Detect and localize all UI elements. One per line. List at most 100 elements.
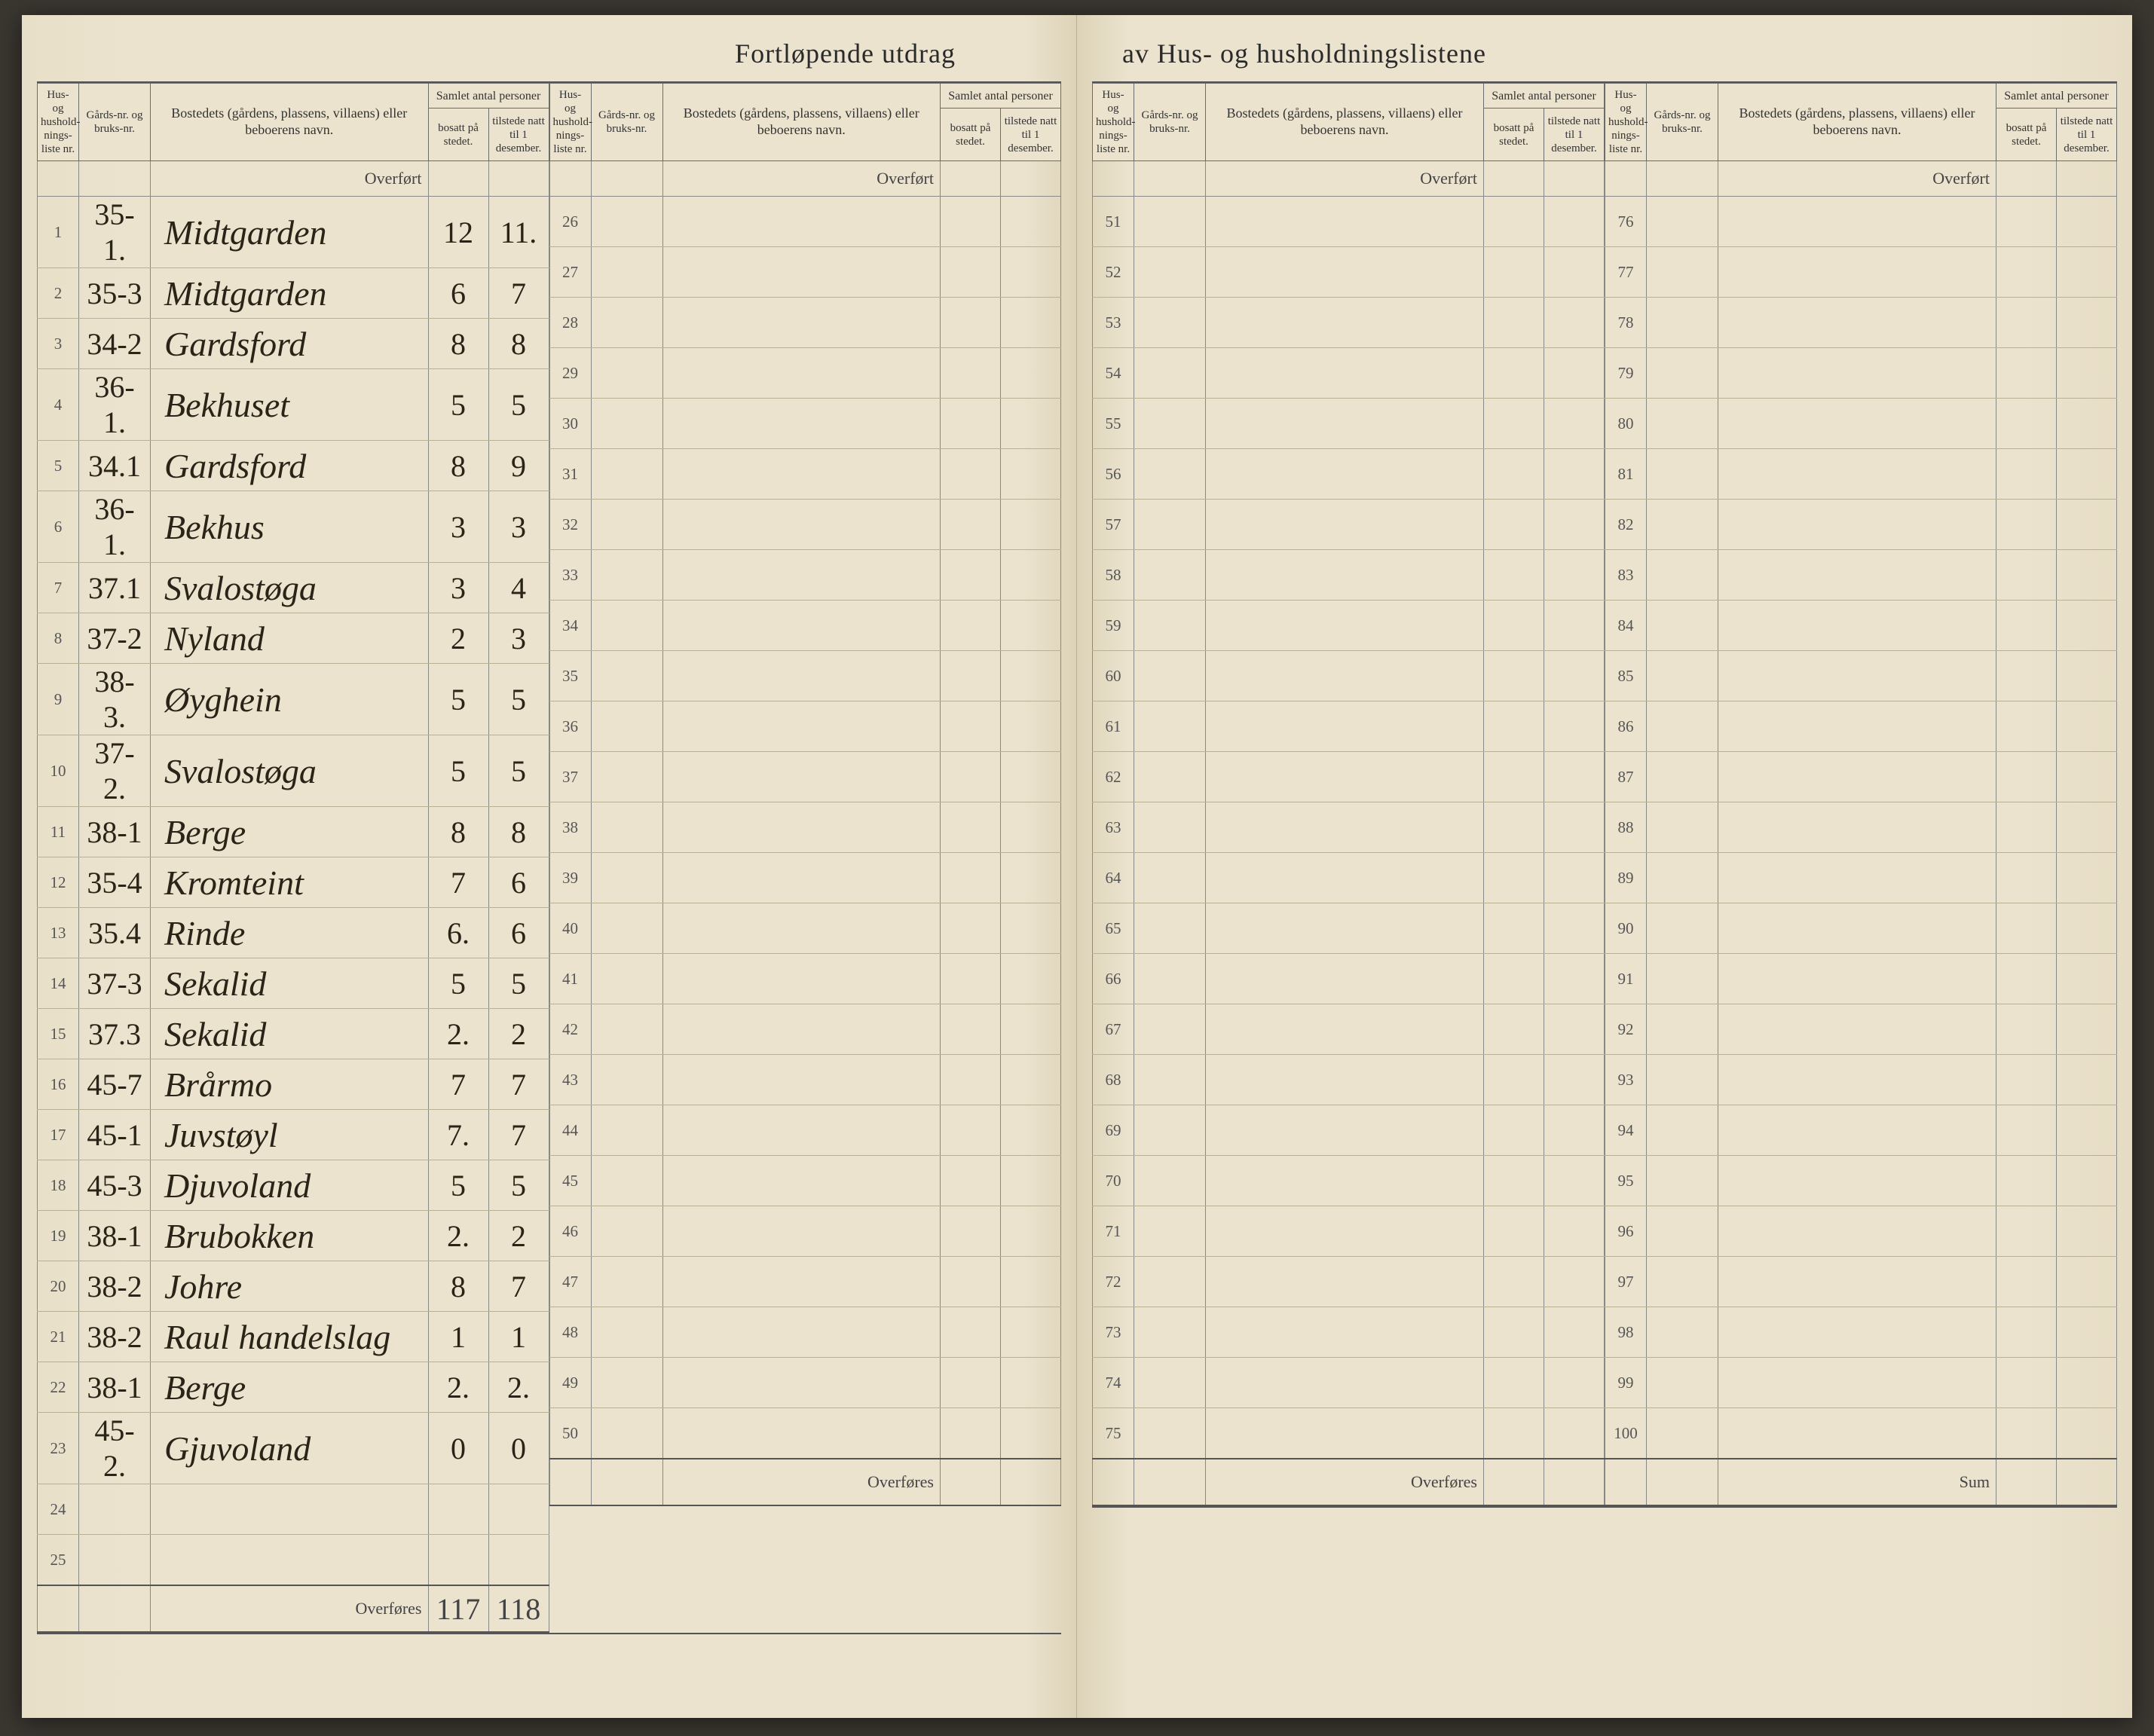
table-row: 1537.3Sekalid2.2	[38, 1009, 549, 1059]
tilstede-count	[2057, 348, 2117, 399]
gard-number	[1134, 1105, 1206, 1156]
tilstede-count	[1001, 1307, 1061, 1358]
panel-4: Hus- og hushold-nings-liste nr. Gårds-nr…	[1605, 81, 2117, 1508]
row-number: 19	[38, 1211, 79, 1261]
bosatt-count	[941, 1105, 1001, 1156]
row-number: 25	[38, 1535, 79, 1586]
row-number: 49	[549, 1358, 591, 1408]
tilstede-count	[2057, 399, 2117, 449]
cell	[1093, 161, 1134, 197]
bosted-name	[662, 298, 941, 348]
gard-number: 37.3	[79, 1009, 151, 1059]
overfort-row: Overført	[38, 161, 549, 197]
row-number: 13	[38, 908, 79, 958]
gard-number	[1647, 197, 1718, 247]
gard-number	[1647, 601, 1718, 651]
gard-number	[591, 903, 662, 954]
gard-number	[1647, 348, 1718, 399]
bosted-name	[1718, 903, 1996, 954]
gard-number	[591, 298, 662, 348]
tilstede-count	[1544, 247, 1605, 298]
cell	[1647, 1459, 1718, 1505]
bosatt-count	[1996, 651, 2057, 701]
bosatt-count	[1484, 1055, 1544, 1105]
gard-number	[1647, 954, 1718, 1004]
tilstede-count	[1544, 197, 1605, 247]
row-number: 65	[1093, 903, 1134, 954]
gard-number	[591, 399, 662, 449]
gard-number	[1134, 954, 1206, 1004]
gard-number	[1647, 1156, 1718, 1206]
tilstede-count	[2057, 1105, 2117, 1156]
row-number: 58	[1093, 550, 1134, 601]
bosatt-count	[1484, 1105, 1544, 1156]
table-row: 72	[1093, 1257, 1605, 1307]
total-tilstede	[1544, 1459, 1605, 1505]
tilstede-count: 7	[488, 1261, 549, 1312]
bosted-name: Gjuvoland	[151, 1413, 429, 1484]
bosted-name: Brårmo	[151, 1059, 429, 1110]
bosted-name	[1718, 500, 1996, 550]
gard-number	[591, 1004, 662, 1055]
bosatt-count	[1996, 247, 2057, 298]
table-row: 2345-2.Gjuvoland00	[38, 1413, 549, 1484]
row-number: 1	[38, 197, 79, 268]
table-row: 65	[1093, 903, 1605, 954]
table-row: 1845-3Djuvoland55	[38, 1160, 549, 1211]
tilstede-count	[2057, 802, 2117, 853]
gard-number	[591, 701, 662, 752]
row-number: 43	[549, 1055, 591, 1105]
tilstede-count: 7	[488, 1059, 549, 1110]
bosatt-count: 6.	[428, 908, 488, 958]
row-number: 56	[1093, 449, 1134, 500]
tilstede-count: 0	[488, 1413, 549, 1484]
row-number: 33	[549, 550, 591, 601]
bosatt-count	[1996, 853, 2057, 903]
bosatt-count	[941, 348, 1001, 399]
row-number: 94	[1605, 1105, 1647, 1156]
bosatt-count	[941, 853, 1001, 903]
gard-number: 37.1	[79, 563, 151, 613]
bosted-name	[1718, 1307, 1996, 1358]
gard-number: 34-2	[79, 319, 151, 369]
bosted-name	[662, 399, 941, 449]
gard-number	[1134, 1206, 1206, 1257]
row-number: 37	[549, 752, 591, 802]
bosted-name	[662, 247, 941, 298]
table-row: 90	[1605, 903, 2117, 954]
cell	[1484, 161, 1544, 197]
gard-number	[1134, 298, 1206, 348]
tilstede-count	[1001, 1004, 1061, 1055]
tilstede-count: 9	[488, 441, 549, 491]
tilstede-count	[2057, 701, 2117, 752]
overfort-label: Overført	[151, 161, 429, 197]
gard-number	[79, 1535, 151, 1586]
bosatt-count	[1996, 1257, 2057, 1307]
gard-number	[591, 954, 662, 1004]
gard-number: 38-1	[79, 1211, 151, 1261]
bosatt-count: 8	[428, 807, 488, 857]
tilstede-count	[2057, 197, 2117, 247]
bosatt-count	[1996, 701, 2057, 752]
tilstede-count	[1544, 954, 1605, 1004]
row-number: 61	[1093, 701, 1134, 752]
table-header: Hus- og hushold-nings-liste nr. Gårds-nr…	[38, 84, 549, 161]
row-number: 41	[549, 954, 591, 1004]
bosted-name	[662, 954, 941, 1004]
page-title-left: Fortløpende utdrag	[37, 38, 1061, 69]
table-row: 41	[549, 954, 1061, 1004]
tilstede-count	[1544, 1206, 1605, 1257]
row-number: 23	[38, 1413, 79, 1484]
table-row: 63	[1093, 802, 1605, 853]
bosted-name	[662, 1257, 941, 1307]
total-tilstede	[2057, 1459, 2117, 1505]
gard-number	[1134, 752, 1206, 802]
cell	[38, 1585, 79, 1632]
row-number: 69	[1093, 1105, 1134, 1156]
bosatt-count: 12	[428, 197, 488, 268]
bosted-name: Gardsford	[151, 319, 429, 369]
gard-number: 35-1.	[79, 197, 151, 268]
table-row: 86	[1605, 701, 2117, 752]
row-number: 72	[1093, 1257, 1134, 1307]
gard-number	[1647, 1257, 1718, 1307]
